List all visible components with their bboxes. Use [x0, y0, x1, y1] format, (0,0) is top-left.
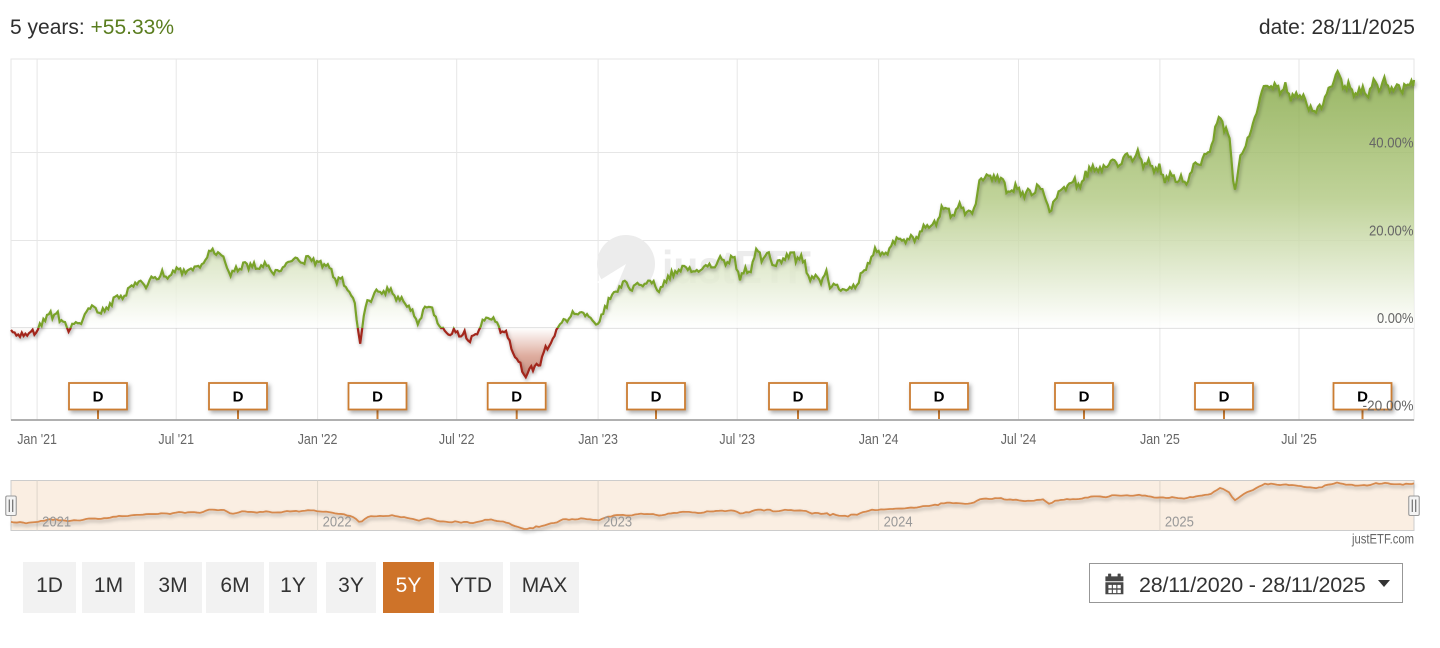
- svg-text:Jan '22: Jan '22: [298, 431, 338, 448]
- svg-text:40.00%: 40.00%: [1369, 135, 1414, 152]
- svg-text:0.00%: 0.00%: [1377, 310, 1414, 327]
- svg-text:2022: 2022: [323, 514, 352, 531]
- svg-text:Jan '23: Jan '23: [578, 431, 618, 448]
- svg-text:D: D: [934, 389, 945, 406]
- svg-text:D: D: [372, 389, 383, 406]
- svg-text:Jul '21: Jul '21: [158, 431, 194, 448]
- svg-text:justETF.com: justETF.com: [1351, 532, 1414, 547]
- svg-text:2023: 2023: [603, 514, 632, 531]
- svg-text:Jul '25: Jul '25: [1281, 431, 1317, 448]
- svg-text:Jul '22: Jul '22: [439, 431, 475, 448]
- svg-text:D: D: [511, 389, 522, 406]
- svg-text:Jan '21: Jan '21: [17, 431, 57, 448]
- svg-text:20.00%: 20.00%: [1369, 223, 1414, 240]
- svg-text:D: D: [793, 389, 804, 406]
- svg-text:Jul '23: Jul '23: [719, 431, 755, 448]
- svg-text:D: D: [651, 389, 662, 406]
- svg-text:D: D: [93, 389, 104, 406]
- svg-text:D: D: [233, 389, 244, 406]
- svg-text:2024: 2024: [884, 514, 913, 531]
- svg-text:D: D: [1219, 389, 1230, 406]
- svg-text:2021: 2021: [42, 514, 71, 531]
- svg-text:D: D: [1079, 389, 1090, 406]
- svg-text:2025: 2025: [1165, 514, 1194, 531]
- svg-text:-20.00%: -20.00%: [1363, 398, 1414, 415]
- svg-text:Jul '24: Jul '24: [1001, 431, 1037, 448]
- svg-text:Jan '25: Jan '25: [1140, 431, 1180, 448]
- svg-text:D: D: [1357, 389, 1368, 406]
- svg-text:Jan '24: Jan '24: [859, 431, 899, 448]
